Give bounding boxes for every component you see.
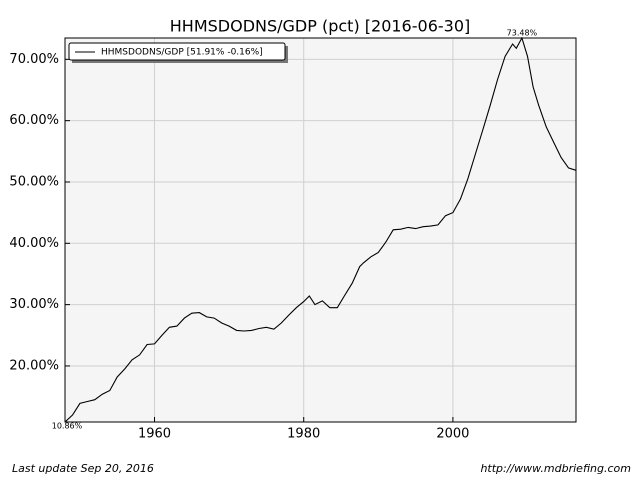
data-line: [64, 36, 577, 423]
footer-right: http://www.mdbriefing.com: [480, 462, 631, 475]
y-tick-label: 20.00%: [9, 358, 59, 373]
legend: HHMSDODNS/GDP [51.91% -0.16%]: [68, 42, 288, 63]
x-tick-label: 2000: [436, 427, 469, 442]
y-tick-label: 30.00%: [9, 297, 59, 312]
min-annotation: 10.86%: [52, 422, 83, 431]
plot-area: [65, 38, 576, 422]
plot-frame: [64, 37, 577, 423]
x-tick-label: 1960: [138, 427, 171, 442]
legend-label: HHMSDODNS/GDP [51.91% -0.16%]: [101, 48, 263, 58]
max-annotation: 73.48%: [507, 29, 538, 38]
x-tick-label: 1980: [287, 427, 320, 442]
footer-left: Last update Sep 20, 2016: [12, 462, 154, 475]
legend-box: [68, 42, 286, 61]
y-tick-label: 60.00%: [9, 113, 59, 128]
y-tick-label: 50.00%: [9, 174, 59, 189]
y-tick-label: 40.00%: [9, 236, 59, 251]
chart-title: HHMSDODNS/GDP (pct) [2016-06-30]: [170, 17, 471, 36]
y-tick-label: 70.00%: [9, 52, 59, 67]
